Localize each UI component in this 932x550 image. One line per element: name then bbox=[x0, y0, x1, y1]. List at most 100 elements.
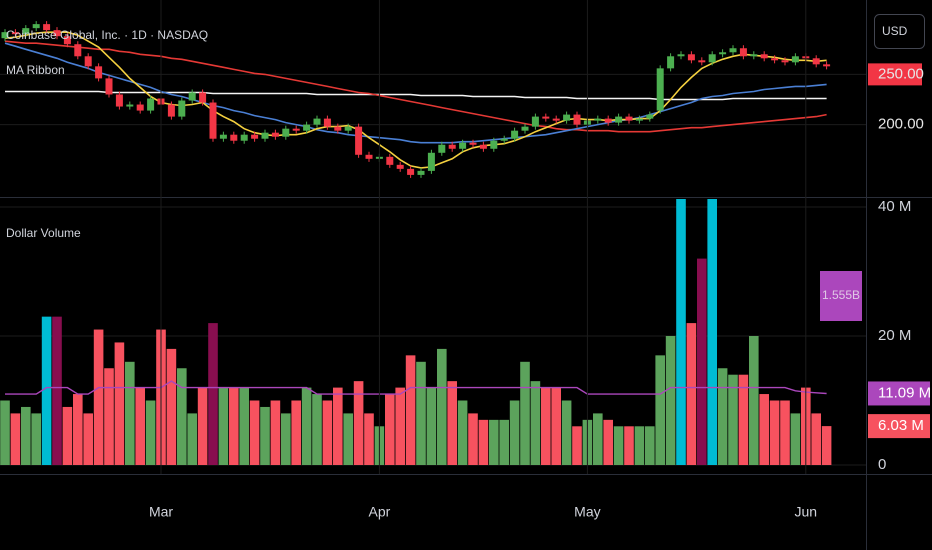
ma-line bbox=[4, 42, 827, 144]
candle-body bbox=[11, 32, 19, 35]
candle-body bbox=[615, 116, 623, 123]
candle-body bbox=[230, 134, 238, 141]
candle-body bbox=[687, 54, 695, 61]
volume-bar bbox=[769, 400, 780, 465]
volume-bar bbox=[83, 413, 93, 465]
currency-button[interactable] bbox=[874, 14, 925, 49]
ma-line bbox=[4, 31, 827, 169]
volume-bar bbox=[551, 387, 561, 465]
candle-body bbox=[178, 100, 186, 117]
candle-body bbox=[136, 104, 144, 111]
ma-line bbox=[4, 40, 827, 133]
volume-bar bbox=[655, 355, 665, 465]
volume-bar bbox=[541, 387, 551, 465]
candle-body bbox=[365, 154, 373, 159]
currency-label: USD bbox=[882, 24, 908, 38]
candle-body bbox=[199, 92, 207, 103]
volume-bar bbox=[135, 387, 145, 465]
indicator-label: MA Ribbon bbox=[6, 63, 65, 77]
candle-body bbox=[469, 142, 477, 145]
candle-body bbox=[1, 32, 9, 39]
volume-bar bbox=[697, 258, 707, 465]
volume-bar bbox=[104, 368, 114, 465]
volume-bar bbox=[728, 374, 738, 465]
candle-body bbox=[812, 58, 820, 65]
volume-bar bbox=[197, 387, 208, 465]
candle-body bbox=[521, 126, 529, 131]
candle-body bbox=[344, 126, 352, 131]
volume-bar bbox=[333, 387, 343, 465]
volume-bar bbox=[145, 400, 156, 465]
candle-body bbox=[126, 104, 134, 107]
candle-body bbox=[677, 54, 685, 57]
candle-body bbox=[355, 126, 363, 155]
candle-body bbox=[240, 134, 248, 141]
candle-body bbox=[594, 118, 602, 121]
volume-bar bbox=[166, 348, 177, 465]
volume-bar bbox=[749, 336, 759, 465]
volume-bar bbox=[239, 387, 249, 465]
volume-bar bbox=[478, 419, 489, 465]
volume-bar bbox=[52, 316, 62, 465]
volume-pane bbox=[0, 199, 832, 465]
candle-body bbox=[459, 142, 467, 149]
volume-bar bbox=[343, 413, 353, 465]
volume-bar bbox=[291, 400, 301, 465]
volume-bar bbox=[457, 400, 468, 465]
volume-bar bbox=[489, 419, 499, 465]
candle-body bbox=[781, 60, 789, 63]
candle-body bbox=[147, 98, 155, 111]
volume-bar bbox=[385, 394, 395, 465]
candle-body bbox=[438, 144, 446, 153]
candle-body bbox=[167, 104, 175, 117]
volume-bar bbox=[790, 413, 801, 465]
volume-bar bbox=[603, 419, 613, 465]
candle-body bbox=[271, 132, 279, 137]
candle-body bbox=[490, 140, 498, 149]
candle-body bbox=[22, 28, 30, 35]
volume-bar bbox=[561, 400, 572, 465]
annotation-badge bbox=[820, 271, 862, 321]
volume-bar bbox=[364, 413, 374, 465]
volume-bar bbox=[686, 323, 697, 465]
volume-bar bbox=[717, 368, 728, 465]
volume-bar bbox=[0, 400, 10, 465]
candle-body bbox=[604, 118, 612, 123]
price-badge bbox=[868, 63, 922, 86]
candle-body bbox=[563, 114, 571, 121]
candle-body bbox=[698, 60, 706, 63]
volume-bar bbox=[509, 400, 520, 465]
candle-body bbox=[407, 168, 415, 175]
candle-body bbox=[32, 24, 40, 29]
volume-bar bbox=[125, 361, 135, 465]
candle-body bbox=[219, 134, 227, 139]
x-tick-label: May bbox=[574, 504, 600, 520]
ma-value-badge bbox=[868, 381, 930, 406]
volume-bar bbox=[634, 426, 645, 465]
candle-body bbox=[84, 56, 92, 67]
y-tick-label: 20 M bbox=[878, 327, 911, 344]
x-tick-label: Apr bbox=[369, 504, 391, 520]
ma-value-label: 11.09 M bbox=[878, 384, 931, 401]
candle-body bbox=[531, 116, 539, 127]
y-tick-label: 250.00 bbox=[878, 65, 924, 82]
volume-bar bbox=[426, 387, 437, 465]
candle-body bbox=[251, 134, 259, 139]
candle-body bbox=[479, 144, 487, 149]
candle-body bbox=[448, 144, 456, 149]
x-tick-label: Mar bbox=[149, 504, 173, 520]
volume-bar bbox=[395, 387, 405, 465]
volume-bar bbox=[811, 413, 821, 465]
annotation-label: 1.555B bbox=[822, 288, 860, 302]
volume-bar bbox=[208, 323, 218, 465]
volume-bar bbox=[468, 413, 478, 465]
chart-title: Coinbase Global, Inc. · 1D · NASDAQ bbox=[6, 28, 208, 42]
y-tick-label: 200.00 bbox=[878, 116, 924, 133]
volume-ma-line bbox=[5, 380, 827, 395]
volume-bar bbox=[41, 316, 52, 465]
axes: 250.00 200.00 Mar Apr May Jun 40 M 20 M 0 11.09 M… bbox=[149, 0, 931, 520]
candle-body bbox=[43, 24, 51, 31]
candle-body bbox=[646, 114, 654, 119]
candle-body bbox=[729, 48, 737, 53]
volume-bar bbox=[260, 406, 270, 465]
